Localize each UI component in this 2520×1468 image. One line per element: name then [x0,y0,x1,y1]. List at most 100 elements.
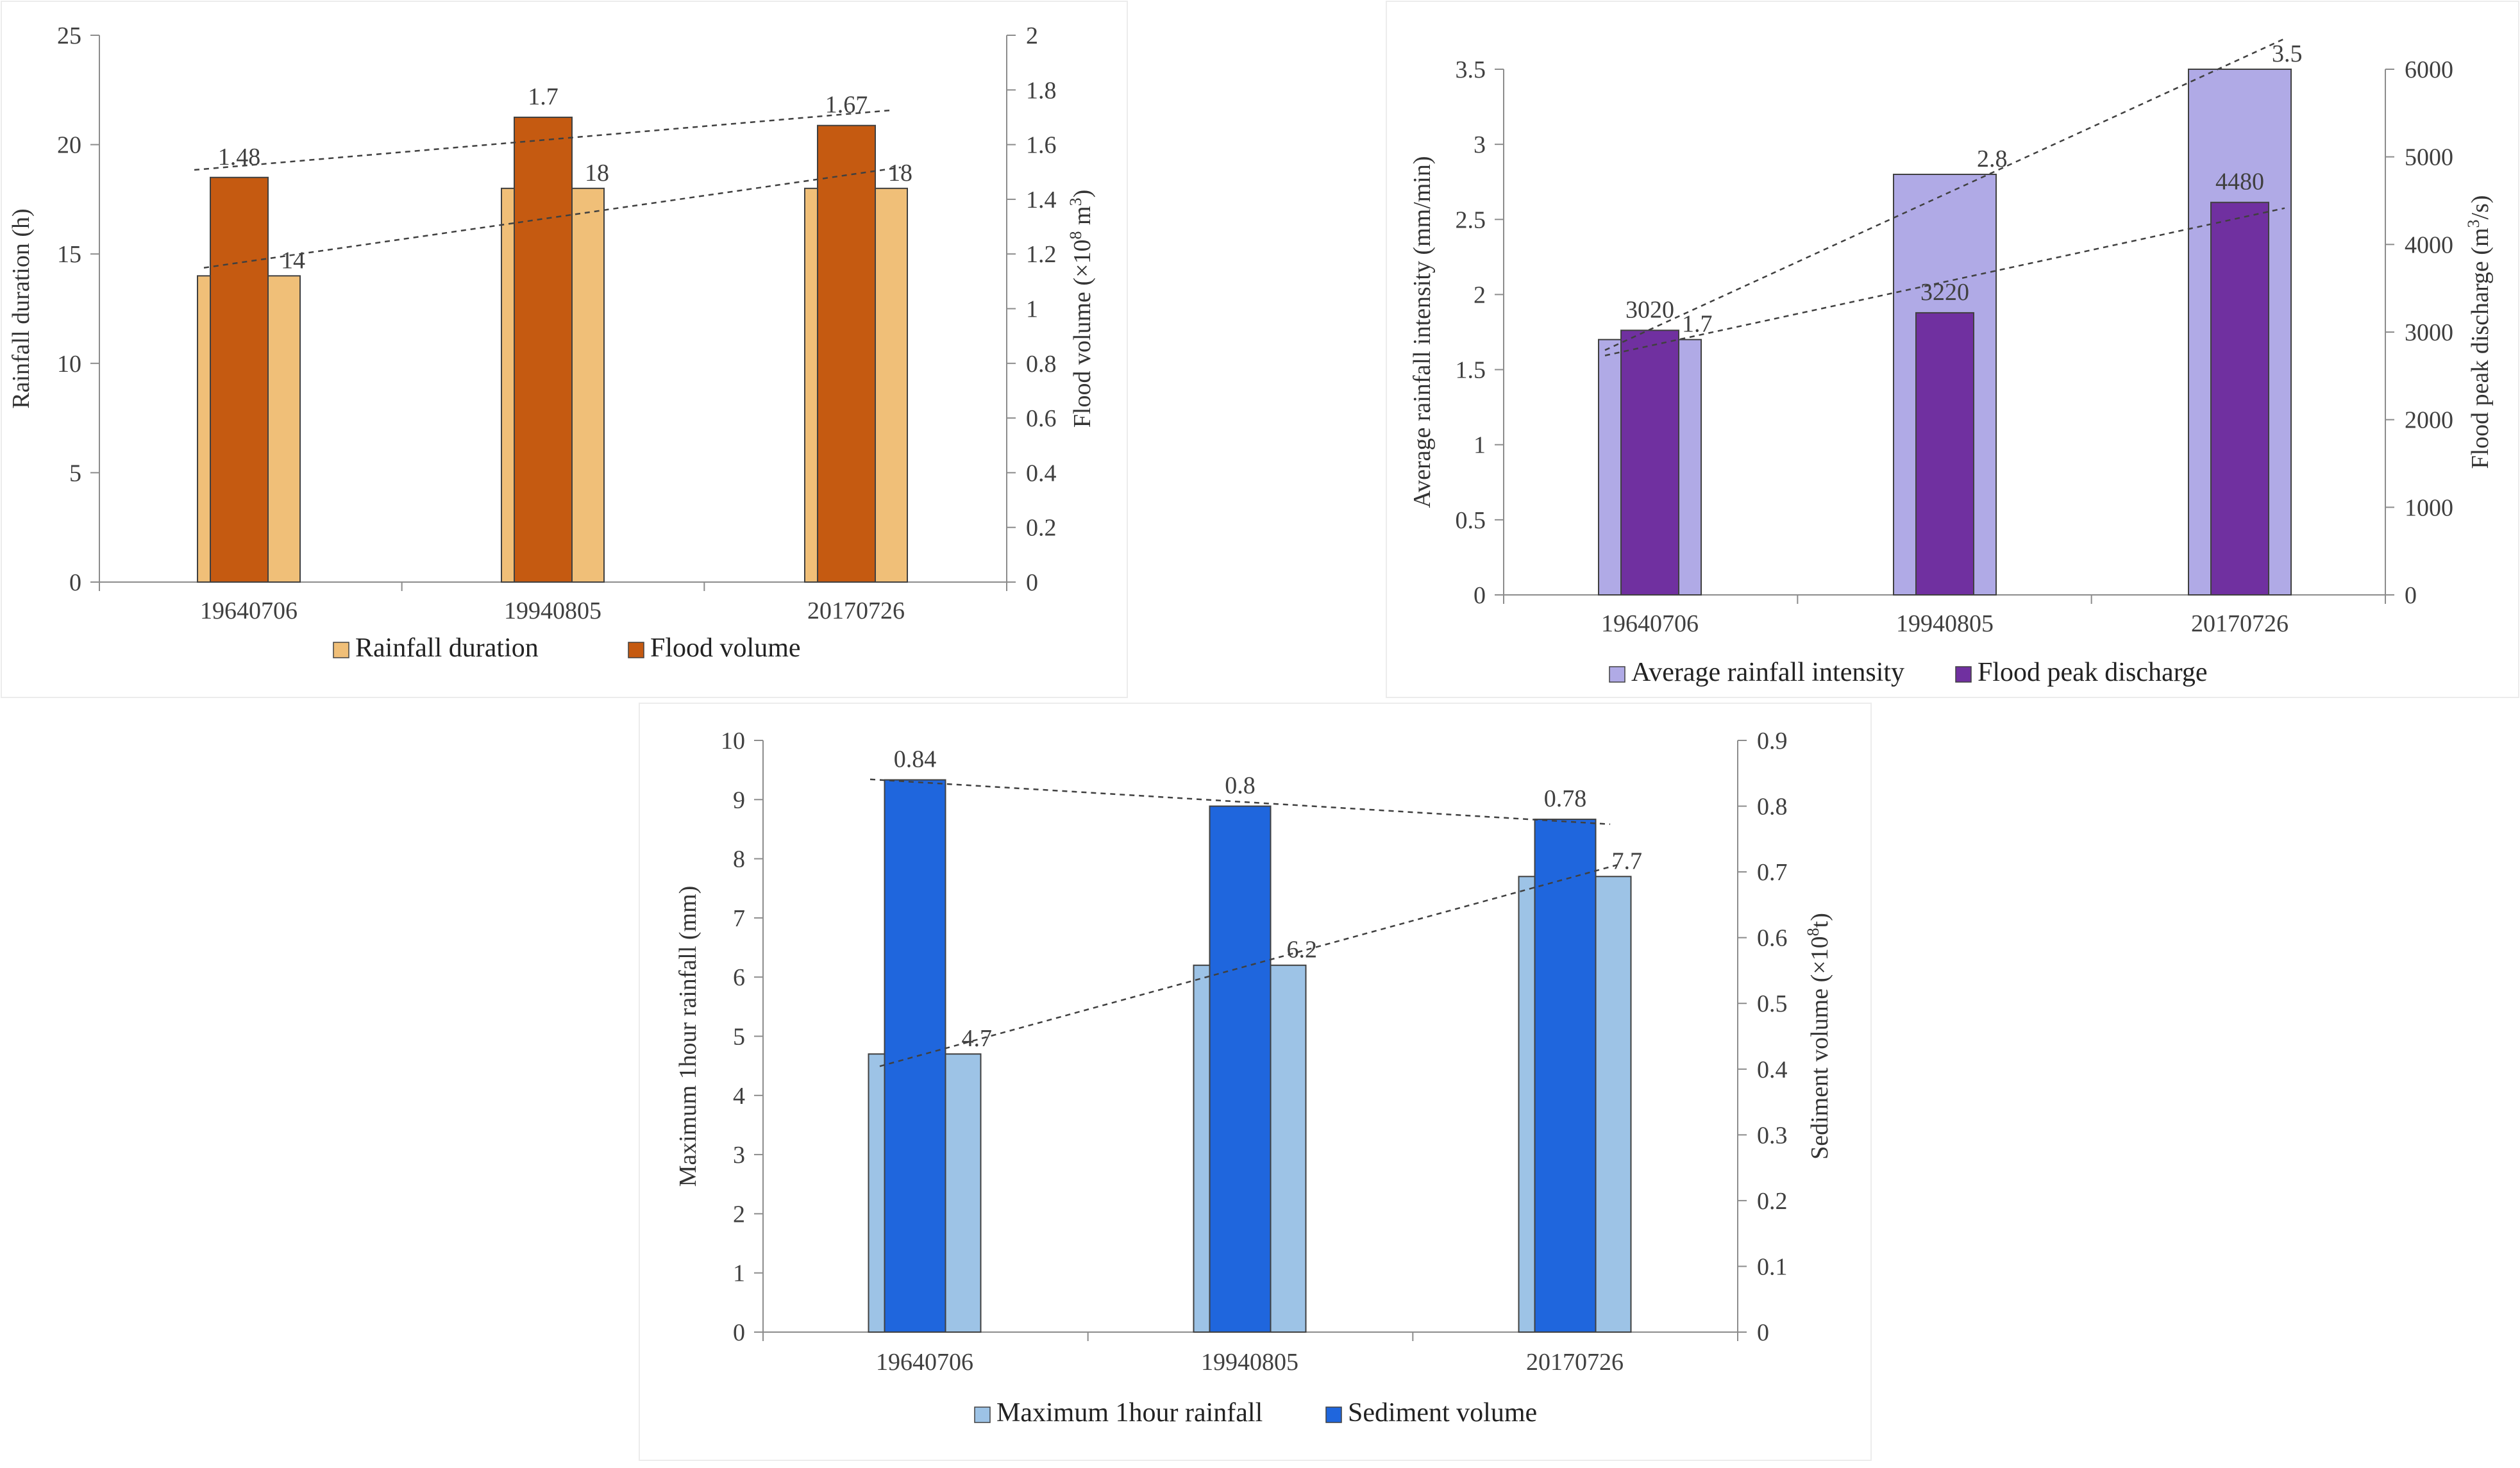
legend-label: Flood peak discharge [1978,658,2207,687]
right-tick-label: 6000 [2405,56,2453,83]
category-label: 19640706 [200,597,298,624]
right-tick-label: 0.4 [1026,460,1057,487]
axis-title-part: ) [1806,913,1833,921]
data-label-left: 4.7 [962,1025,993,1052]
right-tick-label: 1.2 [1026,241,1057,268]
legend-label: Maximum 1hour rainfall [996,1398,1263,1428]
left-tick-label: 1 [733,1260,745,1287]
left-tick-label: 5 [733,1024,745,1051]
left-tick-label: 2 [733,1201,745,1228]
legend-swatch [333,642,349,658]
right-tick-label: 0.3 [1757,1122,1788,1149]
data-label-left: 3.5 [2272,40,2303,67]
right-tick-label: 0 [1026,569,1038,596]
data-label-left: 6.2 [1287,937,1318,963]
left-tick-label: 0 [733,1319,745,1346]
right-tick-label: 2000 [2405,407,2453,434]
data-label-right: 3220 [1920,279,1969,306]
right-tick-label: 5000 [2405,144,2453,171]
bar-flood-volume [514,116,573,583]
right-tick-label: 3000 [2405,319,2453,346]
axis-title-part: Sediment volume (×10 [1806,936,1833,1160]
bar-flood-peak-discharge [2210,201,2269,596]
chart-panel-3: 0 1 2 3 4 5 6 7 8 9 10 0 0.1 0.2 0.3 0.4 0.5 0.6 0.7 0.8 0.9… [639,703,1872,1461]
category-label: 19940805 [504,597,601,624]
trendline-left-series [879,863,1620,1067]
data-label-right: 0.8 [1225,772,1256,799]
bar-flood-volume [817,124,876,583]
category-label: 19640706 [1601,610,1699,637]
axis-title-part: /s [2467,203,2494,219]
panel-frame [1,1,1128,698]
left-tick-label: 2 [1474,281,1486,308]
right-tick-label: 0.8 [1026,351,1057,378]
left-tick-label: 1 [1474,432,1486,459]
left-tick-label: 7 [733,905,745,932]
data-label-right: 1.48 [218,144,261,171]
data-label-right: 4480 [2215,169,2264,196]
chart-panel-1: 0 5 10 15 20 25 0 0.2 0.4 0.6 0.8 1 1.2 1.4 1.6 1.8 2 196… [1,1,1128,698]
left-tick-label: 10 [721,728,745,755]
trendline-right-series [869,778,1611,825]
right-tick-label: 0.6 [1026,405,1057,432]
left-axis-title: Maximum 1hour rainfall (mm) [675,886,701,1187]
right-tick-label: 0.5 [1757,990,1788,1017]
bar-flood-volume [210,176,269,583]
left-tick-label: 20 [57,132,81,159]
data-label-left: 18 [888,160,912,187]
right-axis-title: Flood peak discharge (m3/s) [2464,195,2494,469]
data-label-right: 3020 [1625,296,1674,323]
right-tick-label: 0.9 [1757,728,1788,755]
axis-title-part: ) [1069,190,1096,198]
axis-title-superscript: 3 [2464,219,2483,228]
axis-title-superscript: 8 [1804,928,1822,936]
data-label-left: 18 [585,160,609,187]
right-tick-label: 0.2 [1757,1188,1788,1215]
left-axis-title: Rainfall duration (h) [8,208,35,408]
legend-label: Flood volume [650,633,801,663]
bar-flood-peak-discharge [1620,329,1679,596]
left-tick-label: 8 [733,846,745,873]
category-label: 20170726 [807,597,905,624]
legend-swatch [628,642,644,658]
left-tick-label: 4 [733,1083,745,1110]
data-label-right: 1.7 [528,83,559,110]
trendline-right-series [194,109,892,171]
category-label: 20170726 [1526,1349,1624,1376]
right-tick-label: 1 [1026,296,1038,323]
legend-swatch [1325,1406,1342,1423]
legend-label: Rainfall duration [355,633,539,663]
left-axis-title: Average rainfall intensity (mm/min) [1409,156,1436,508]
trendline-right-series [1604,207,2285,356]
left-tick-label: 1.5 [1456,357,1486,384]
axis-title-part: m [1069,206,1096,231]
axis-title-superscript: 8 [1066,231,1085,239]
right-tick-label: 0 [2405,582,2417,609]
right-tick-label: 0.8 [1757,794,1788,821]
right-axis-title: Flood volume (×108 m3) [1066,190,1096,428]
axis-title-part: Flood peak discharge (m [2467,228,2494,469]
left-tick-label: 6 [733,964,745,991]
data-label-right: 1.67 [825,92,868,119]
data-label-left: 14 [281,247,305,274]
axis-title-part: Flood volume (×10 [1069,239,1096,428]
left-tick-label: 0 [1474,582,1486,609]
right-tick-label: 1.4 [1026,187,1057,213]
axis-title-part: t [1806,921,1833,928]
bar-sediment-volume [884,779,946,1333]
left-tick-label: 2.5 [1456,206,1486,233]
left-tick-label: 0 [69,569,81,596]
right-axis-title: Sediment volume (×108t) [1804,913,1834,1160]
legend-label: Sediment volume [1348,1398,1537,1428]
chart-panel-2: 0 0.5 1 1.5 2 2.5 3 3.5 0 1000 2000 3000 4000 5000 600… [1386,1,2519,698]
data-label-left: 7.7 [1612,847,1643,874]
data-label-left: 1.7 [1682,311,1713,338]
right-tick-label: 0.4 [1757,1056,1788,1083]
panel-frame [1386,1,2519,698]
left-tick-label: 3 [733,1142,745,1169]
trendline-left-series [203,166,902,269]
right-tick-label: 1.6 [1026,132,1057,159]
right-tick-label: 0.1 [1757,1253,1788,1280]
category-label: 19940805 [1201,1349,1298,1376]
